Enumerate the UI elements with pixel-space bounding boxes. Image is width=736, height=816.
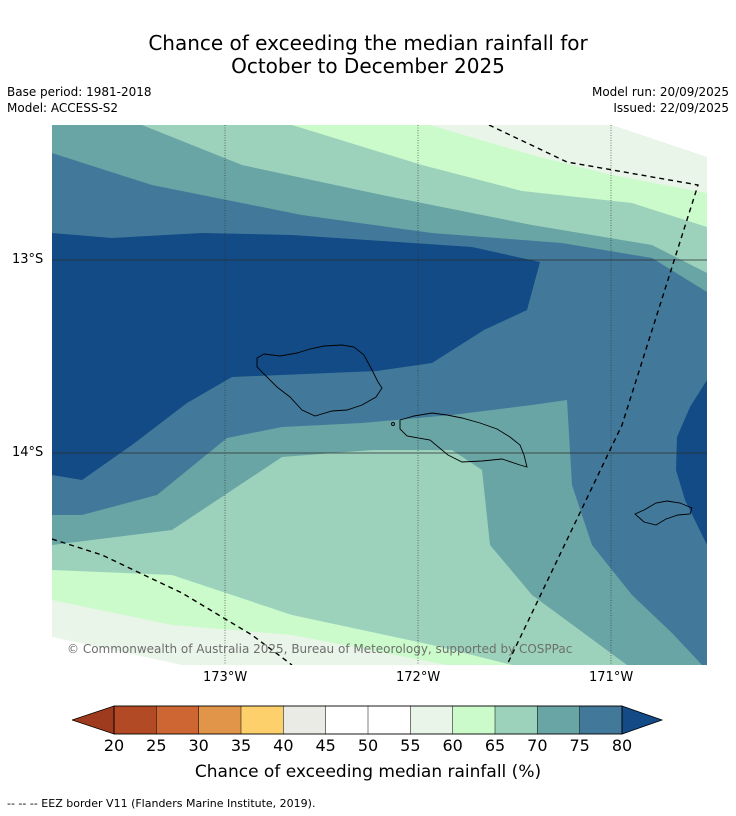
title-line-2: October to December 2025 bbox=[231, 54, 505, 78]
colorbar-segment bbox=[452, 705, 496, 735]
lat-label-14s: 14°S bbox=[12, 445, 44, 460]
colorbar-tick: 20 bbox=[103, 736, 125, 755]
lon-label-172w: 172°W bbox=[396, 670, 441, 685]
colorbar-tick: 65 bbox=[484, 736, 506, 755]
rainfall-map bbox=[52, 125, 707, 665]
colorbar-segment bbox=[283, 705, 327, 735]
colorbar-tick: 75 bbox=[569, 736, 590, 755]
band-45-55-bottom bbox=[52, 637, 182, 665]
colorbar-tick: 25 bbox=[146, 736, 167, 755]
lon-label-173w: 173°W bbox=[203, 670, 248, 685]
colorbar-segment bbox=[113, 705, 157, 735]
eez-footnote: -- -- -- EEZ border V11 (Flanders Marine… bbox=[7, 797, 316, 810]
colorbar-tick: 55 bbox=[400, 736, 421, 755]
title-line-1: Chance of exceeding the median rainfall … bbox=[148, 31, 588, 55]
band-above-80-west bbox=[52, 233, 540, 480]
issued-date: Issued: 22/09/2025 bbox=[613, 101, 729, 115]
colorbar-tick: 40 bbox=[273, 736, 294, 755]
colorbar-tick: 60 bbox=[442, 736, 463, 755]
colorbar-segment bbox=[410, 705, 454, 735]
base-period: Base period: 1981-2018 bbox=[7, 85, 152, 99]
colorbar-segment bbox=[156, 705, 200, 735]
upolu-island bbox=[399, 412, 528, 468]
model-run: Model run: 20/09/2025 bbox=[591, 85, 729, 99]
colorbar-segment bbox=[579, 705, 623, 735]
colorbar-segment bbox=[198, 705, 242, 735]
colorbar-label: Chance of exceeding median rainfall (%) bbox=[194, 762, 542, 782]
colorbar-tick: 50 bbox=[357, 736, 379, 755]
savaii-island bbox=[256, 344, 383, 417]
colorbar-tick: 30 bbox=[188, 736, 209, 755]
eez-border-east bbox=[488, 125, 699, 665]
colorbar bbox=[72, 705, 664, 735]
lon-label-171w: 171°W bbox=[589, 670, 634, 685]
colorbar-segment bbox=[494, 705, 538, 735]
colorbar-tick: 35 bbox=[230, 736, 252, 755]
colorbar-tick: 80 bbox=[611, 736, 633, 755]
band-above-80-east bbox=[676, 380, 707, 545]
colorbar-segment bbox=[325, 705, 369, 735]
colorbar-tick: 70 bbox=[527, 736, 548, 755]
lat-label-13s: 13°S bbox=[12, 252, 44, 267]
copyright-notice: © Commonwealth of Australia 2025, Bureau… bbox=[67, 642, 573, 656]
band-45-55-top bbox=[612, 125, 707, 157]
colorbar-segment bbox=[240, 705, 284, 735]
model-name: Model: ACCESS-S2 bbox=[7, 101, 119, 115]
colorbar-segment bbox=[367, 705, 411, 735]
colorbar-tick: 45 bbox=[315, 736, 336, 755]
manono-islet bbox=[391, 422, 395, 426]
colorbar-segment bbox=[537, 705, 581, 735]
colorbar-extend-high bbox=[622, 706, 662, 734]
colorbar-extend-low bbox=[72, 706, 114, 734]
tutuila-island bbox=[634, 500, 693, 526]
